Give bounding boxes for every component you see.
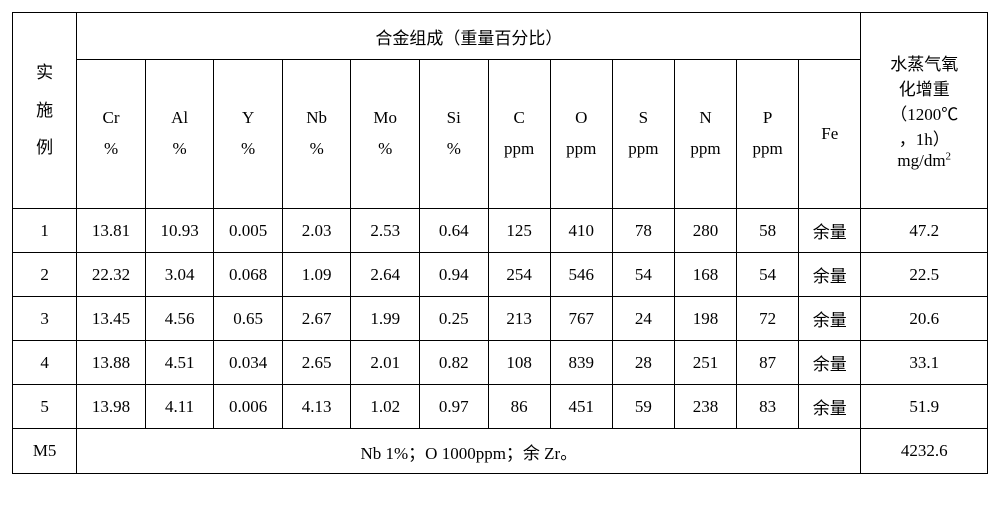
cell-example-id: 2 [13, 253, 77, 297]
cell-m5-note: Nb 1%；O 1000ppm；余 Zr。 [77, 429, 861, 474]
cell-p: 54 [737, 253, 799, 297]
alloy-composition-table: 实施例 合金组成（重量百分比） 水蒸气氧化增重（1200℃，1h）mg/dm2 … [12, 12, 988, 474]
cell-result: 47.2 [861, 209, 988, 253]
col-nb: Nb% [282, 60, 351, 209]
col-y: Y% [214, 60, 283, 209]
cell-al: 4.56 [145, 297, 214, 341]
table-row: 222.323.040.0681.092.640.942545465416854… [13, 253, 988, 297]
cell-result: 51.9 [861, 385, 988, 429]
cell-p: 72 [737, 297, 799, 341]
col-p: Pppm [737, 60, 799, 209]
cell-mo: 2.64 [351, 253, 420, 297]
cell-result: 20.6 [861, 297, 988, 341]
cell-o: 767 [550, 297, 612, 341]
cell-p: 83 [737, 385, 799, 429]
table-row: 113.8110.930.0052.032.530.64125410782805… [13, 209, 988, 253]
cell-cr: 13.81 [77, 209, 146, 253]
col-cr: Cr% [77, 60, 146, 209]
cell-example-id: 5 [13, 385, 77, 429]
col-al: Al% [145, 60, 214, 209]
cell-result: 4232.6 [861, 429, 988, 474]
cell-fe: 余量 [799, 253, 861, 297]
cell-n: 168 [674, 253, 736, 297]
cell-si: 0.82 [420, 341, 489, 385]
col-c: Cppm [488, 60, 550, 209]
col-fe: Fe [799, 60, 861, 209]
cell-nb: 2.67 [282, 297, 351, 341]
cell-n: 198 [674, 297, 736, 341]
cell-mo: 2.53 [351, 209, 420, 253]
cell-si: 0.97 [420, 385, 489, 429]
cell-s: 24 [612, 297, 674, 341]
cell-cr: 13.98 [77, 385, 146, 429]
header-example: 实施例 [13, 13, 77, 209]
cell-cr: 22.32 [77, 253, 146, 297]
cell-mo: 2.01 [351, 341, 420, 385]
cell-y: 0.006 [214, 385, 283, 429]
cell-s: 54 [612, 253, 674, 297]
cell-s: 59 [612, 385, 674, 429]
cell-al: 3.04 [145, 253, 214, 297]
cell-o: 546 [550, 253, 612, 297]
col-si: Si% [420, 60, 489, 209]
header-composition: 合金组成（重量百分比） [77, 13, 861, 60]
cell-n: 280 [674, 209, 736, 253]
col-o: Oppm [550, 60, 612, 209]
cell-nb: 2.65 [282, 341, 351, 385]
cell-y: 0.005 [214, 209, 283, 253]
table-row: 313.454.560.652.671.990.252137672419872余… [13, 297, 988, 341]
cell-fe: 余量 [799, 341, 861, 385]
cell-o: 839 [550, 341, 612, 385]
table-body: 113.8110.930.0052.032.530.64125410782805… [13, 209, 988, 474]
cell-c: 86 [488, 385, 550, 429]
col-n: Nppm [674, 60, 736, 209]
cell-c: 108 [488, 341, 550, 385]
cell-o: 410 [550, 209, 612, 253]
cell-p: 87 [737, 341, 799, 385]
cell-result: 33.1 [861, 341, 988, 385]
cell-c: 125 [488, 209, 550, 253]
cell-mo: 1.99 [351, 297, 420, 341]
cell-fe: 余量 [799, 297, 861, 341]
cell-example-id: 4 [13, 341, 77, 385]
cell-al: 4.11 [145, 385, 214, 429]
col-mo: Mo% [351, 60, 420, 209]
cell-fe: 余量 [799, 385, 861, 429]
cell-cr: 13.45 [77, 297, 146, 341]
cell-nb: 1.09 [282, 253, 351, 297]
cell-result: 22.5 [861, 253, 988, 297]
cell-si: 0.94 [420, 253, 489, 297]
cell-y: 0.034 [214, 341, 283, 385]
table-row-m5: M5Nb 1%；O 1000ppm；余 Zr。4232.6 [13, 429, 988, 474]
cell-p: 58 [737, 209, 799, 253]
cell-al: 4.51 [145, 341, 214, 385]
cell-s: 28 [612, 341, 674, 385]
cell-y: 0.65 [214, 297, 283, 341]
cell-o: 451 [550, 385, 612, 429]
header-result: 水蒸气氧化增重（1200℃，1h）mg/dm2 [861, 13, 988, 209]
cell-nb: 4.13 [282, 385, 351, 429]
cell-c: 213 [488, 297, 550, 341]
cell-fe: 余量 [799, 209, 861, 253]
cell-mo: 1.02 [351, 385, 420, 429]
cell-al: 10.93 [145, 209, 214, 253]
col-s: Sppm [612, 60, 674, 209]
cell-c: 254 [488, 253, 550, 297]
cell-n: 251 [674, 341, 736, 385]
cell-cr: 13.88 [77, 341, 146, 385]
cell-si: 0.25 [420, 297, 489, 341]
cell-example-id: M5 [13, 429, 77, 474]
cell-s: 78 [612, 209, 674, 253]
table-row: 513.984.110.0064.131.020.97864515923883余… [13, 385, 988, 429]
cell-y: 0.068 [214, 253, 283, 297]
cell-example-id: 3 [13, 297, 77, 341]
table-row: 413.884.510.0342.652.010.821088392825187… [13, 341, 988, 385]
cell-nb: 2.03 [282, 209, 351, 253]
cell-n: 238 [674, 385, 736, 429]
cell-example-id: 1 [13, 209, 77, 253]
cell-si: 0.64 [420, 209, 489, 253]
